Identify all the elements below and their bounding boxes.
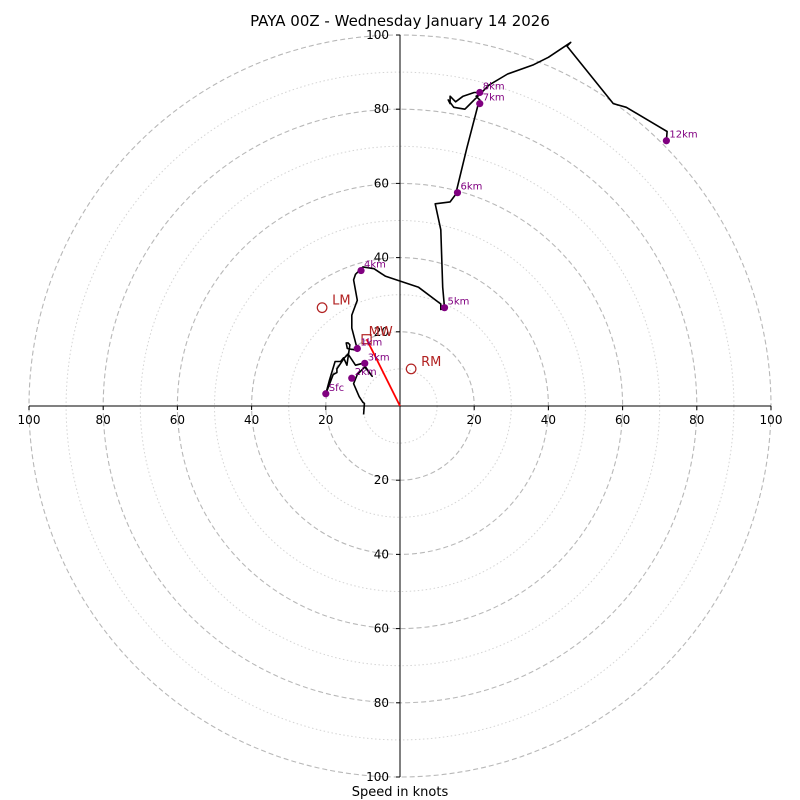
height-marker-4km bbox=[357, 266, 365, 275]
hodograph-trace bbox=[324, 41, 668, 415]
y-tick-label-neg-40: 40 bbox=[374, 547, 389, 561]
x-tick-label-neg-60: 60 bbox=[170, 413, 185, 427]
storm-motion-layer: RM LM MW bbox=[316, 294, 441, 407]
height-label-8km: 8km bbox=[483, 82, 505, 93]
tick-labels: 20 20 20 20 40 40 40 40 60 60 60 60 80 80 80 80 100 100 10… bbox=[18, 28, 783, 784]
x-tick-label-neg-40: 40 bbox=[244, 413, 259, 427]
height-marker-12km bbox=[662, 137, 670, 145]
height-marker-1km bbox=[353, 344, 361, 353]
height-marker-7km bbox=[476, 100, 484, 108]
height-marker-3km bbox=[361, 359, 369, 367]
y-tick-label-pos-60: 60 bbox=[374, 176, 389, 190]
shear-vector bbox=[365, 338, 401, 407]
y-tick-label-pos-80: 80 bbox=[374, 102, 389, 116]
height-marker-6km bbox=[453, 189, 462, 197]
height-marker-5km bbox=[440, 304, 449, 312]
x-tick-label-neg-80: 80 bbox=[96, 413, 111, 427]
y-tick-label-pos-40: 40 bbox=[374, 251, 389, 265]
x-tick-label-pos-40: 40 bbox=[541, 413, 556, 427]
height-label-sfc: Sfc bbox=[329, 383, 344, 394]
height-label-12km: 12km bbox=[669, 130, 697, 141]
height-label-2km: 2km bbox=[355, 367, 377, 378]
rm-label: RM bbox=[421, 355, 441, 370]
y-tick-label-neg-80: 80 bbox=[374, 696, 389, 710]
chart-title: PAYA 00Z - Wednesday January 14 2026 bbox=[250, 12, 550, 30]
y-tick-label-neg-100: 100 bbox=[366, 770, 389, 784]
height-label-1km: 1km bbox=[360, 337, 382, 348]
mw-marker bbox=[361, 334, 372, 345]
height-label-6km: 6km bbox=[461, 182, 483, 193]
y-tick-label-neg-60: 60 bbox=[374, 622, 389, 636]
x-tick-label-neg-20: 20 bbox=[318, 413, 333, 427]
y-tick-label-neg-20: 20 bbox=[374, 473, 389, 487]
height-marker-sfc bbox=[322, 390, 330, 398]
height-label-5km: 5km bbox=[448, 297, 470, 308]
lm-label: LM bbox=[332, 294, 350, 309]
x-axis-label: Speed in knots bbox=[352, 785, 449, 800]
x-tick-label-pos-100: 100 bbox=[760, 413, 783, 427]
height-marker-8km bbox=[476, 88, 484, 97]
height-label-4km: 4km bbox=[364, 260, 386, 271]
rm-marker bbox=[405, 363, 417, 375]
y-tick-label-pos-100: 100 bbox=[366, 28, 389, 42]
mw-label: MW bbox=[369, 325, 393, 340]
height-label-7km: 7km bbox=[483, 93, 505, 104]
x-tick-label-pos-60: 60 bbox=[615, 413, 630, 427]
hodograph-trace-layer bbox=[324, 41, 668, 415]
height-marker-2km bbox=[348, 374, 356, 382]
x-tick-label-neg-100: 100 bbox=[18, 413, 41, 427]
y-tick-label-pos-20: 20 bbox=[374, 325, 389, 339]
x-tick-label-pos-80: 80 bbox=[689, 413, 704, 427]
lm-marker bbox=[316, 302, 328, 314]
x-tick-label-pos-20: 20 bbox=[467, 413, 482, 427]
height-label-3km: 3km bbox=[368, 352, 390, 363]
